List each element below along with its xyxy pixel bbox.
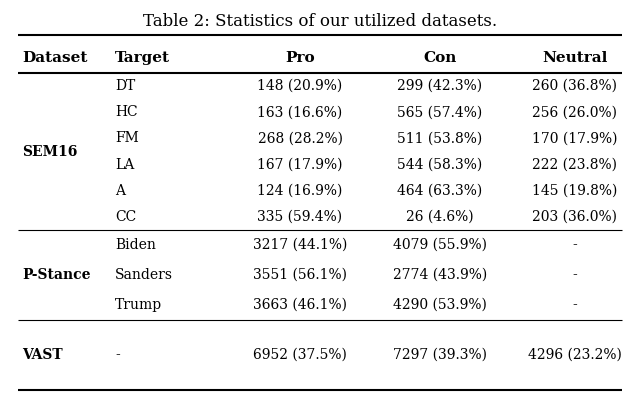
Text: P-Stance: P-Stance bbox=[22, 268, 90, 282]
Text: -: - bbox=[573, 238, 577, 252]
Text: LA: LA bbox=[115, 158, 134, 172]
Text: HC: HC bbox=[115, 105, 138, 119]
Text: 222 (23.8%): 222 (23.8%) bbox=[532, 158, 618, 172]
Text: 167 (17.9%): 167 (17.9%) bbox=[257, 158, 343, 172]
Text: -: - bbox=[115, 348, 120, 362]
Text: FM: FM bbox=[115, 131, 139, 145]
Text: 511 (53.8%): 511 (53.8%) bbox=[397, 131, 483, 145]
Text: A: A bbox=[115, 184, 125, 198]
Text: 544 (58.3%): 544 (58.3%) bbox=[397, 158, 483, 172]
Text: 163 (16.6%): 163 (16.6%) bbox=[257, 105, 342, 119]
Text: 335 (59.4%): 335 (59.4%) bbox=[257, 210, 342, 224]
Text: Pro: Pro bbox=[285, 51, 315, 65]
Text: Biden: Biden bbox=[115, 238, 156, 252]
Text: 3663 (46.1%): 3663 (46.1%) bbox=[253, 298, 347, 312]
Text: SEM16: SEM16 bbox=[22, 144, 77, 158]
Text: Trump: Trump bbox=[115, 298, 162, 312]
Text: -: - bbox=[573, 268, 577, 282]
Text: Con: Con bbox=[423, 51, 457, 65]
Text: 256 (26.0%): 256 (26.0%) bbox=[532, 105, 618, 119]
Text: Sanders: Sanders bbox=[115, 268, 173, 282]
Text: 3551 (56.1%): 3551 (56.1%) bbox=[253, 268, 347, 282]
Text: 7297 (39.3%): 7297 (39.3%) bbox=[393, 348, 487, 362]
Text: DT: DT bbox=[115, 79, 135, 93]
Text: 124 (16.9%): 124 (16.9%) bbox=[257, 184, 342, 198]
Text: 565 (57.4%): 565 (57.4%) bbox=[397, 105, 483, 119]
Text: 299 (42.3%): 299 (42.3%) bbox=[397, 79, 483, 93]
Text: CC: CC bbox=[115, 210, 136, 224]
Text: -: - bbox=[573, 298, 577, 312]
Text: 4290 (53.9%): 4290 (53.9%) bbox=[393, 298, 487, 312]
Text: 26 (4.6%): 26 (4.6%) bbox=[406, 210, 474, 224]
Text: Neutral: Neutral bbox=[542, 51, 608, 65]
Text: 464 (63.3%): 464 (63.3%) bbox=[397, 184, 483, 198]
Text: Target: Target bbox=[115, 51, 170, 65]
Text: 170 (17.9%): 170 (17.9%) bbox=[532, 131, 618, 145]
Text: 148 (20.9%): 148 (20.9%) bbox=[257, 79, 342, 93]
Text: VAST: VAST bbox=[22, 348, 63, 362]
Text: Dataset: Dataset bbox=[22, 51, 88, 65]
Text: 260 (36.8%): 260 (36.8%) bbox=[532, 79, 618, 93]
Text: 203 (36.0%): 203 (36.0%) bbox=[532, 210, 618, 224]
Text: 268 (28.2%): 268 (28.2%) bbox=[257, 131, 342, 145]
Text: 2774 (43.9%): 2774 (43.9%) bbox=[393, 268, 487, 282]
Text: 4079 (55.9%): 4079 (55.9%) bbox=[393, 238, 487, 252]
Text: 6952 (37.5%): 6952 (37.5%) bbox=[253, 348, 347, 362]
Text: 4296 (23.2%): 4296 (23.2%) bbox=[528, 348, 622, 362]
Text: 145 (19.8%): 145 (19.8%) bbox=[532, 184, 618, 198]
Text: Table 2: Statistics of our utilized datasets.: Table 2: Statistics of our utilized data… bbox=[143, 14, 497, 31]
Text: 3217 (44.1%): 3217 (44.1%) bbox=[253, 238, 347, 252]
